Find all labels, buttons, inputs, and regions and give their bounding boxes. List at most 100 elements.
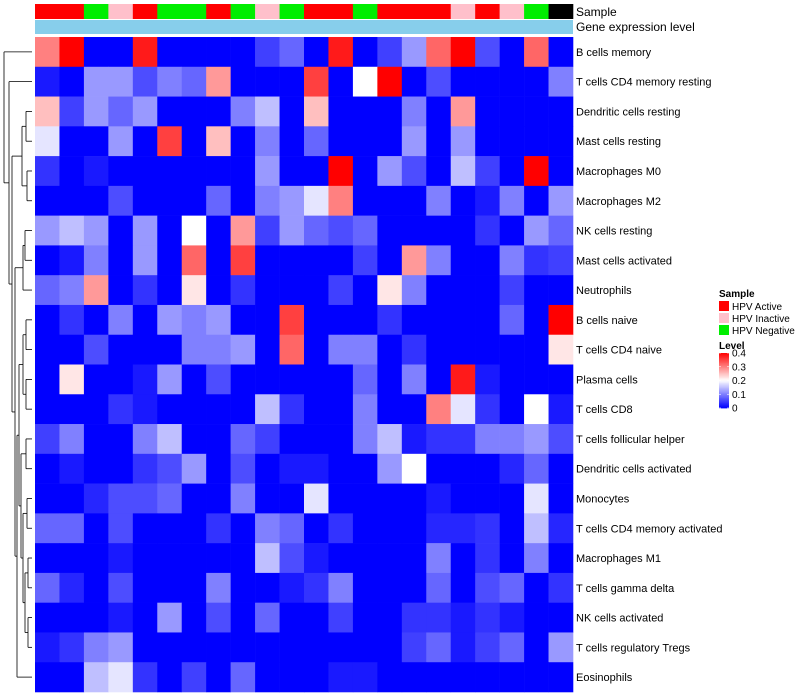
heatmap-cell [108, 215, 134, 246]
heatmap-cell [401, 632, 427, 663]
heatmap-cell [279, 275, 305, 306]
heatmap-cell [328, 334, 354, 365]
row-label: NK cells activated [576, 613, 663, 625]
heatmap-cell [230, 66, 256, 97]
heatmap-cell [475, 185, 500, 216]
heatmap-cell [206, 185, 231, 216]
heatmap-cell [132, 185, 158, 216]
heatmap-cell [401, 543, 427, 574]
heatmap-cell [475, 245, 500, 276]
heatmap-cell [108, 483, 134, 514]
heatmap-cell [255, 572, 280, 603]
heatmap-cell [475, 275, 500, 306]
heatmap-cell [352, 632, 378, 663]
heatmap-cell [377, 543, 403, 574]
heatmap-cell [377, 37, 403, 68]
heatmap-cell [181, 126, 207, 157]
heatmap-cell [181, 96, 207, 127]
legend-scale-step [719, 375, 729, 378]
heatmap-cell [108, 245, 134, 276]
heatmap-cell [83, 513, 109, 544]
heatmap-cell [206, 215, 231, 246]
heatmap-cell [304, 275, 329, 306]
heatmap-cell [132, 632, 158, 663]
heatmap-cell [475, 453, 500, 484]
legend-sample-label: HPV Active [732, 302, 782, 313]
sample-annotation-cell [450, 4, 476, 19]
heatmap-cell [475, 215, 500, 246]
heatmap-cell [426, 37, 452, 68]
sample-annotation-cell [401, 4, 427, 19]
row-label: Plasma cells [576, 374, 638, 386]
heatmap-cell [548, 245, 574, 276]
heatmap-cell [279, 304, 305, 336]
heatmap-cell [59, 483, 85, 514]
heatmap-cell [206, 304, 231, 336]
row-label: T cells CD8 [576, 404, 633, 416]
heatmap-cell [450, 602, 476, 633]
heatmap-cell [230, 334, 256, 365]
heatmap-cell [426, 275, 452, 306]
heatmap-cell [426, 364, 452, 395]
heatmap-cell [304, 126, 329, 157]
heatmap-cell [83, 96, 109, 127]
sample-annotation-cell [35, 4, 60, 19]
heatmap-cell [132, 96, 158, 127]
heatmap-cell [108, 304, 134, 336]
heatmap-cell [132, 483, 158, 514]
heatmap-cell [230, 543, 256, 574]
heatmap-cell [206, 126, 231, 157]
heatmap-cell [426, 543, 452, 574]
heatmap-cell [426, 572, 452, 603]
heatmap-cell [499, 572, 525, 603]
heatmap-cell [304, 632, 329, 663]
heatmap-cell [304, 304, 329, 336]
heatmap-cell [279, 245, 305, 276]
legend-scale-step [719, 380, 729, 383]
heatmap-cell [304, 334, 329, 365]
heatmap-cell [524, 334, 549, 365]
heatmap-cell [426, 632, 452, 663]
heatmap-cell [426, 245, 452, 276]
heatmap-cell [206, 543, 231, 574]
heatmap-cell [157, 156, 183, 187]
heatmap-cell [304, 513, 329, 544]
heatmap-cell [206, 334, 231, 365]
legend-scale-step [719, 364, 729, 366]
heatmap-cell [499, 453, 525, 484]
legend-tick-label: 0 [732, 404, 738, 415]
heatmap-cell [59, 543, 85, 574]
heatmap-cell [328, 156, 354, 187]
heatmap-cell [450, 483, 476, 514]
heatmap-cell [401, 156, 427, 187]
legend-scale-step [719, 353, 729, 355]
heatmap-cell [401, 215, 427, 246]
heatmap-cell [499, 215, 525, 246]
row-label: Dendritic cells resting [576, 106, 681, 118]
heatmap-cell [230, 662, 256, 693]
heatmap-cell [475, 483, 500, 514]
heatmap-cell [157, 543, 183, 574]
heatmap-cell [328, 394, 354, 425]
heatmap-cell [548, 543, 574, 574]
heatmap-cell [255, 394, 280, 425]
heatmap-cell [35, 453, 60, 484]
heatmap-cell [475, 572, 500, 603]
heatmap-cell [206, 662, 231, 693]
heatmap-cell [377, 304, 403, 336]
heatmap-cell [157, 37, 183, 68]
heatmap-cell [548, 424, 574, 455]
sample-annotation-cell [206, 4, 231, 19]
heatmap-cell [108, 632, 134, 663]
heatmap-cell [524, 126, 549, 157]
heatmap-cell [524, 364, 549, 395]
heatmap-cell [279, 156, 305, 187]
heatmap-cell [450, 156, 476, 187]
legend-scale-step [719, 359, 729, 361]
heatmap-cell [59, 364, 85, 395]
heatmap-cell [181, 364, 207, 395]
heatmap-cell [132, 513, 158, 544]
legend-scale-step [719, 374, 729, 376]
heatmap-cell [83, 185, 109, 216]
